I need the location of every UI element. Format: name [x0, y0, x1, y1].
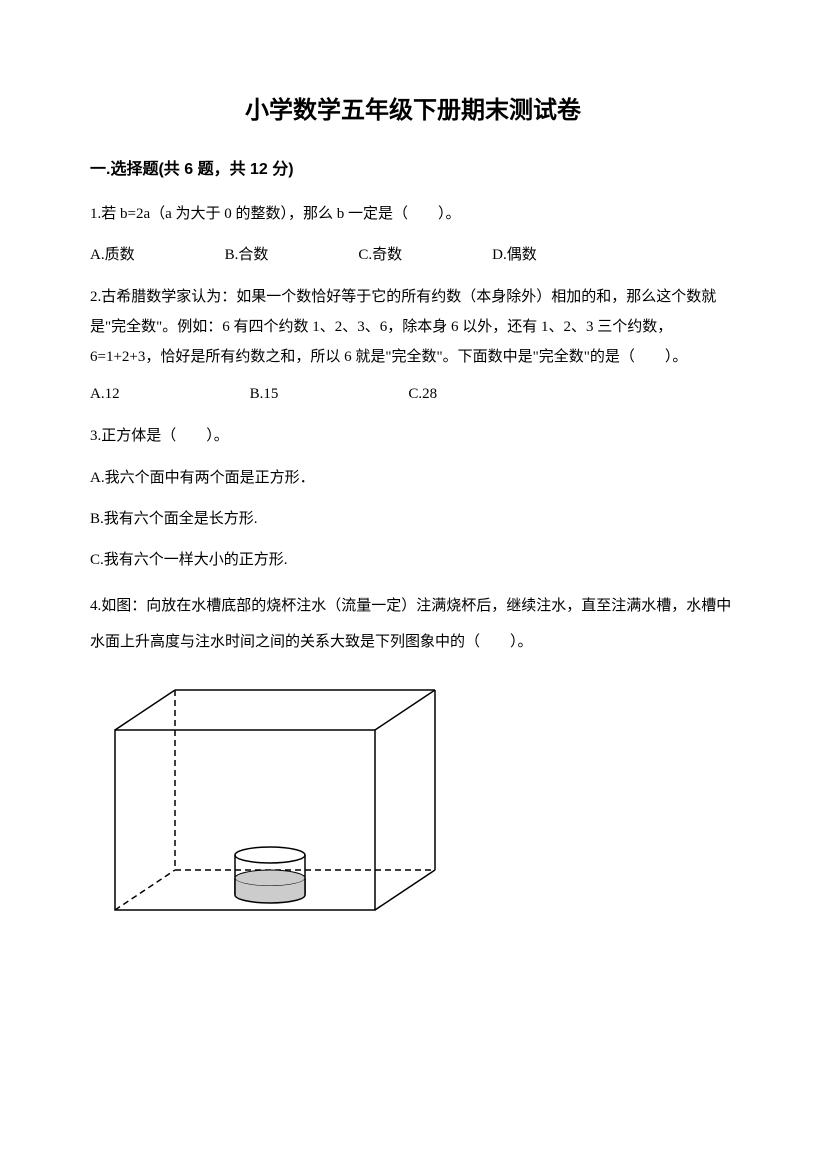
q1-options: A.质数 B.合数 C.奇数 D.偶数	[90, 243, 736, 264]
q2-options: A.12 B.15 C.28	[90, 386, 736, 403]
q2-option-c: C.28	[408, 386, 437, 403]
q1-option-b: B.合数	[225, 243, 269, 264]
q2-option-b: B.15	[250, 386, 279, 403]
q2-stem: 2.古希腊数学家认为：如果一个数恰好等于它的所有约数（本身除外）相加的和，那么这…	[90, 282, 736, 372]
q4-diagram	[105, 680, 736, 930]
section-1-header: 一.选择题(共 6 题，共 12 分)	[90, 155, 736, 179]
q1-stem: 1.若 b=2a（a 为大于 0 的整数），那么 b 一定是（ ）。	[90, 199, 736, 229]
q3-option-b: B.我有六个面全是长方形.	[90, 506, 736, 533]
q1-option-a: A.质数	[90, 243, 135, 264]
q2-option-a: A.12	[90, 386, 120, 403]
q3-stem: 3.正方体是（ ）。	[90, 421, 736, 451]
q1-option-d: D.偶数	[492, 243, 537, 264]
page-title: 小学数学五年级下册期末测试卷	[90, 90, 736, 125]
q3-option-c: C.我有六个一样大小的正方形.	[90, 547, 736, 574]
q4-stem: 4.如图：向放在水槽底部的烧杯注水（流量一定）注满烧杯后，继续注水，直至注满水槽…	[90, 588, 736, 660]
q1-option-c: C.奇数	[358, 243, 402, 264]
q3-option-a: A.我六个面中有两个面是正方形．	[90, 465, 736, 492]
